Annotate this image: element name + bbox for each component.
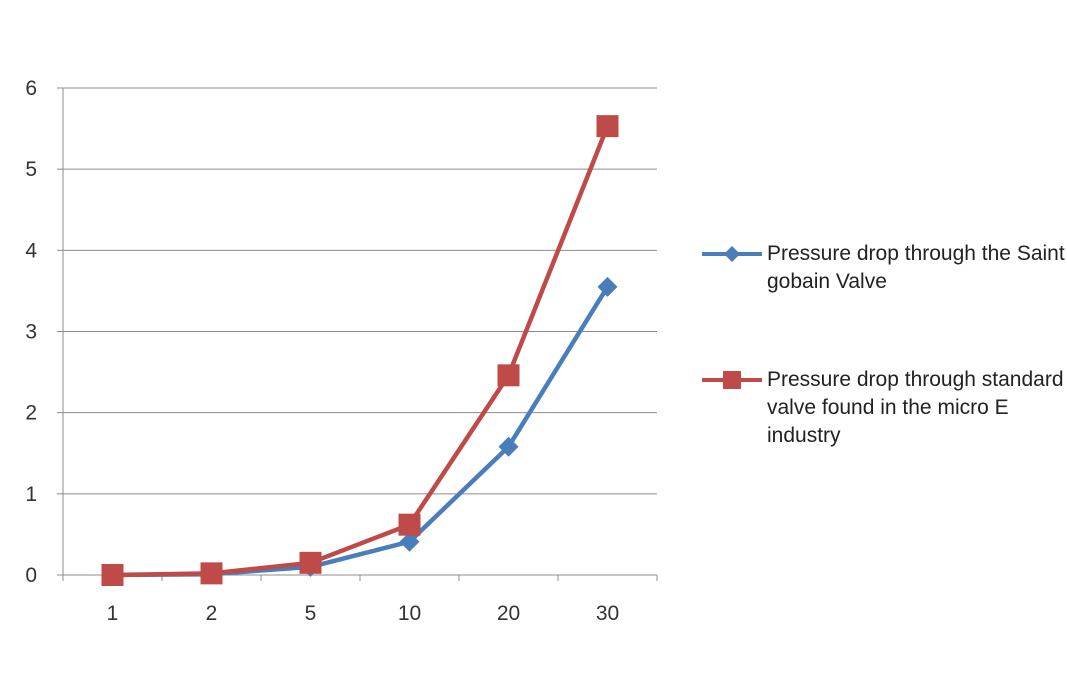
data-point-square	[497, 364, 520, 387]
series-line-1	[112, 125, 610, 578]
y-tick-label: 4	[25, 239, 37, 262]
x-tick-label: 10	[398, 602, 421, 625]
data-point-square	[299, 551, 322, 574]
data-point-square	[398, 513, 421, 536]
x-tick-label: 1	[107, 602, 119, 625]
data-point-diamond	[597, 276, 618, 297]
x-tick-label: 5	[305, 602, 317, 625]
x-tick-label: 20	[497, 602, 520, 625]
y-tick-label: 6	[25, 77, 37, 100]
y-tick-label: 5	[25, 158, 37, 181]
data-point-square	[596, 115, 619, 138]
data-point-square	[101, 564, 124, 586]
legend-label: Pressure drop through the Saint gobain V…	[767, 242, 1065, 293]
square-marker-icon	[702, 371, 762, 389]
y-tick-label: 3	[25, 321, 37, 344]
series-line-0	[112, 285, 610, 578]
data-point-square	[200, 562, 223, 585]
x-tick-label: 2	[206, 602, 218, 625]
data-point-diamond	[498, 436, 519, 457]
legend-label: Pressure drop through standard valve fou…	[767, 368, 1064, 447]
diamond-marker-icon	[702, 246, 762, 262]
data-point-diamond	[399, 531, 420, 552]
y-tick-label: 2	[25, 402, 37, 425]
y-tick-label: 0	[25, 564, 37, 587]
y-tick-label: 1	[25, 483, 37, 506]
x-tick-label: 30	[596, 602, 619, 625]
